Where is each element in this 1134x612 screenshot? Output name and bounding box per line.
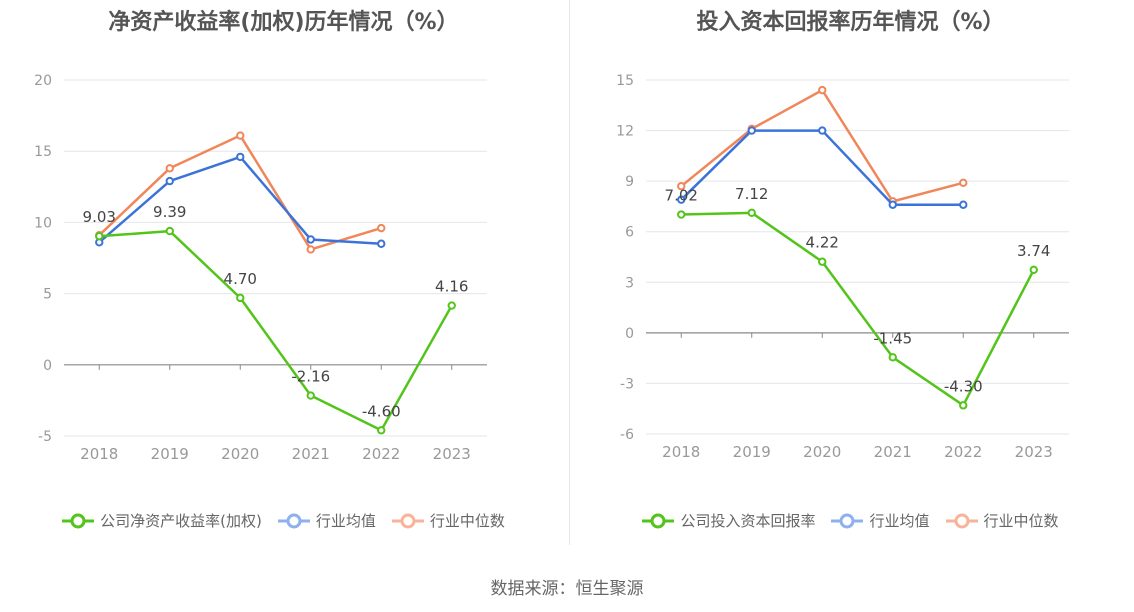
data-source-note: 数据来源：恒生聚源 xyxy=(490,579,644,599)
data-point xyxy=(959,401,968,410)
data-point xyxy=(747,208,756,218)
legend-line-icon xyxy=(391,513,424,528)
data-point xyxy=(236,131,245,140)
data-point xyxy=(236,152,245,162)
data-label: 4.70 xyxy=(224,270,257,288)
y-tick-label: 12 xyxy=(616,124,634,140)
y-tick-label: -6 xyxy=(620,427,634,443)
x-tick-label: 2020 xyxy=(803,443,841,461)
x-tick-label: 2020 xyxy=(221,445,259,463)
data-point xyxy=(818,85,827,95)
series-line xyxy=(681,211,1035,407)
data-label: -4.30 xyxy=(944,377,983,395)
legend-line-icon xyxy=(642,513,675,528)
data-label: 3.74 xyxy=(1017,242,1050,260)
roic-chart-legend: 公司投入资本回报率 行业均值 行业中位数 xyxy=(567,510,1134,531)
data-label: 7.02 xyxy=(665,187,698,205)
data-point xyxy=(888,200,897,209)
panel-divider xyxy=(569,0,570,545)
data-point xyxy=(818,126,827,135)
y-tick-label: 5 xyxy=(43,287,52,303)
data-point xyxy=(377,426,386,435)
x-tick-label: 2023 xyxy=(433,445,471,463)
y-tick-label: 0 xyxy=(625,326,634,342)
data-point xyxy=(677,210,686,219)
y-tick-label: 15 xyxy=(616,73,634,89)
legend-item-industry-median[interactable]: 行业中位数 xyxy=(945,510,1059,531)
data-point xyxy=(959,178,968,188)
data-label: 4.16 xyxy=(435,278,468,296)
roe-chart-title: 净资产收益率(加权)历年情况（%） xyxy=(108,10,459,35)
x-tick-label: 2019 xyxy=(151,445,189,463)
legend-item-company-roe[interactable]: 公司净资产收益率(加权) xyxy=(62,510,262,531)
legend-item-company-roic[interactable]: 公司投入资本回报率 xyxy=(642,510,815,531)
x-tick-label: 2021 xyxy=(874,443,912,461)
legend-label: 行业中位数 xyxy=(429,512,505,530)
data-label: 9.39 xyxy=(153,203,186,221)
x-tick-label: 2018 xyxy=(662,443,700,461)
legend-line-icon xyxy=(62,513,95,528)
data-label: 4.22 xyxy=(806,234,839,252)
y-tick-label: -3 xyxy=(620,376,634,392)
legend-label: 行业均值 xyxy=(869,512,930,530)
data-point xyxy=(377,223,386,233)
series-line xyxy=(99,229,453,432)
y-tick-label: 3 xyxy=(625,275,634,291)
data-point xyxy=(306,245,315,254)
roe-chart-legend: 公司净资产收益率(加权) 行业均值 行业中位数 xyxy=(0,510,567,531)
x-tick-label: 2019 xyxy=(733,443,771,461)
data-point xyxy=(677,195,686,204)
y-tick-label: 6 xyxy=(625,225,634,241)
x-tick-label: 2021 xyxy=(292,445,330,463)
data-label: -2.16 xyxy=(291,368,330,386)
roic-chart-title: 投入资本回报率历年情况（%） xyxy=(696,10,1005,35)
legend-label: 公司净资产收益率(加权) xyxy=(100,512,262,530)
legend-label: 行业中位数 xyxy=(983,512,1059,530)
y-tick-label: 0 xyxy=(43,358,52,374)
data-point xyxy=(377,239,386,248)
x-tick-label: 2022 xyxy=(944,443,982,461)
data-point xyxy=(306,235,315,244)
data-point xyxy=(959,200,968,209)
x-tick-label: 2018 xyxy=(80,445,118,463)
legend-item-industry-median[interactable]: 行业中位数 xyxy=(391,510,505,531)
data-point xyxy=(1029,265,1038,275)
data-label: 7.12 xyxy=(735,185,768,203)
roe-chart-panel: 净资产收益率(加权)历年情况（%） -5 0 5 10 15 20 2018 2019 2020… xyxy=(0,0,567,560)
data-point xyxy=(747,126,756,135)
y-tick-label: 15 xyxy=(34,144,52,160)
y-tick-label: -5 xyxy=(38,429,52,445)
data-point xyxy=(447,301,456,310)
data-label: -1.45 xyxy=(873,329,912,347)
data-point xyxy=(165,226,174,236)
legend-line-icon xyxy=(945,513,978,528)
legend-line-icon xyxy=(831,513,864,528)
data-point xyxy=(95,232,104,241)
roic-chart-panel: 投入资本回报率历年情况（%） -6 -3 0 3 6 9 12 15 2018 2019 2020 2… xyxy=(567,0,1134,560)
series-line xyxy=(98,155,382,246)
data-label: -4.60 xyxy=(362,402,401,420)
data-point xyxy=(818,257,827,266)
roic-chart-plot: -6 -3 0 3 6 9 12 15 2018 2019 2020 2021 2022 2023 7.02… xyxy=(616,73,1069,461)
roe-chart-plot: -5 0 5 10 15 20 2018 2019 2020 2021 2022 2023 9.03 9.… xyxy=(34,73,487,463)
data-point xyxy=(888,353,897,362)
legend-line-icon xyxy=(277,513,310,528)
legend-item-industry-mean[interactable]: 行业均值 xyxy=(831,510,930,531)
legend-label: 行业均值 xyxy=(315,512,376,530)
y-tick-label: 10 xyxy=(34,215,52,231)
data-point xyxy=(306,391,315,400)
legend-item-industry-mean[interactable]: 行业均值 xyxy=(277,510,376,531)
data-point xyxy=(236,293,245,303)
data-point xyxy=(165,176,174,186)
data-label: 9.03 xyxy=(83,208,116,226)
y-tick-label: 20 xyxy=(34,73,52,89)
x-tick-label: 2023 xyxy=(1015,443,1053,461)
data-point xyxy=(165,164,174,173)
legend-label: 公司投入资本回报率 xyxy=(680,512,816,530)
series-line xyxy=(680,88,964,203)
x-tick-label: 2022 xyxy=(362,445,400,463)
data-point xyxy=(677,182,686,191)
y-tick-label: 9 xyxy=(625,174,634,190)
